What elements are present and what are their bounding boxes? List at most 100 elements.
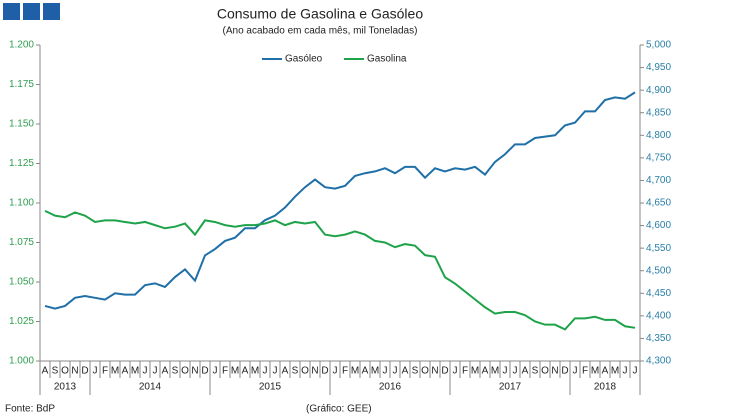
y-tick-label: 1.175 (9, 79, 34, 90)
y2-tick-label: 4,300 (646, 356, 671, 367)
y2-tick-label: 4,950 (646, 62, 671, 73)
x-group-label: 2017 (499, 382, 522, 393)
x-tick-label: F (102, 366, 108, 377)
y-tick-label: 1.200 (9, 40, 34, 51)
x-group-label: 2018 (594, 382, 617, 393)
x-tick-label: A (242, 366, 249, 377)
logo-square (43, 3, 60, 20)
x-tick-label: N (311, 366, 318, 377)
x-tick-label: M (351, 366, 359, 377)
x-group-label: 2013 (54, 382, 77, 393)
x-tick-label: M (611, 366, 619, 377)
x-tick-label: J (273, 366, 278, 377)
x-tick-label: D (321, 366, 328, 377)
y2-tick-label: 4,400 (646, 310, 671, 321)
y2-tick-label: 4,900 (646, 85, 671, 96)
x-tick-label: S (172, 366, 179, 377)
x-tick-label: O (541, 366, 549, 377)
y2-tick-label: 4,750 (646, 152, 671, 163)
credit: (Gráfico: GEE) (306, 404, 372, 415)
x-tick-label: A (522, 366, 529, 377)
x-tick-label: O (301, 366, 309, 377)
x-tick-label: O (61, 366, 69, 377)
x-tick-label: O (181, 366, 189, 377)
y2-tick-label: 5,000 (646, 40, 671, 51)
x-tick-label: M (471, 366, 479, 377)
x-tick-label: A (162, 366, 169, 377)
x-tick-label: J (503, 366, 508, 377)
x-tick-label: M (591, 366, 599, 377)
x-tick-label: M (111, 366, 119, 377)
x-tick-label: A (282, 366, 289, 377)
logo-square (3, 3, 20, 20)
x-tick-label: J (383, 366, 388, 377)
y-tick-label: 1.050 (9, 277, 34, 288)
y2-tick-label: 4,700 (646, 175, 671, 186)
x-tick-label: A (602, 366, 609, 377)
x-tick-label: J (393, 366, 398, 377)
x-group-label: 2015 (259, 382, 282, 393)
x-tick-label: S (412, 366, 419, 377)
x-tick-label: J (213, 366, 218, 377)
x-tick-label: M (371, 366, 379, 377)
x-tick-label: D (81, 366, 88, 377)
series-line (44, 209, 636, 331)
x-tick-label: S (532, 366, 539, 377)
y-tick-label: 1.075 (9, 237, 34, 248)
x-tick-label: O (421, 366, 429, 377)
x-tick-label: M (131, 366, 139, 377)
x-tick-label: A (362, 366, 369, 377)
x-tick-label: F (222, 366, 228, 377)
y2-tick-label: 4,850 (646, 107, 671, 118)
source: Fonte: BdP (5, 404, 55, 415)
x-tick-label: F (462, 366, 468, 377)
x-tick-label: J (453, 366, 458, 377)
x-group-label: 2016 (379, 382, 402, 393)
x-tick-label: F (582, 366, 588, 377)
logo-square (23, 3, 40, 20)
y-tick-label: 1.100 (9, 198, 34, 209)
x-tick-label: J (333, 366, 338, 377)
y2-tick-label: 4,500 (646, 265, 671, 276)
x-tick-label: M (251, 366, 259, 377)
y2-tick-label: 4,450 (646, 288, 671, 299)
y2-tick-label: 4,600 (646, 220, 671, 231)
x-tick-label: J (623, 366, 628, 377)
x-tick-label: D (561, 366, 568, 377)
y-tick-label: 1.150 (9, 119, 34, 130)
y2-tick-label: 4,800 (646, 130, 671, 141)
x-tick-label: M (231, 366, 239, 377)
x-tick-label: S (52, 366, 59, 377)
chart-subtitle: (Ano acabado em cada mês, mil Toneladas) (223, 26, 418, 37)
x-tick-label: D (441, 366, 448, 377)
legend-label: Gasóleo (285, 54, 323, 65)
x-tick-label: N (191, 366, 198, 377)
x-tick-label: A (402, 366, 409, 377)
x-tick-label: A (122, 366, 129, 377)
x-tick-label: J (633, 366, 638, 377)
legend-label: Gasolina (367, 54, 407, 65)
x-tick-label: J (153, 366, 158, 377)
x-tick-label: J (93, 366, 98, 377)
y-tick-label: 1.125 (9, 158, 34, 169)
x-tick-label: D (201, 366, 208, 377)
y2-tick-label: 4,350 (646, 333, 671, 344)
y-tick-label: 1.000 (9, 356, 34, 367)
x-group-label: 2014 (139, 382, 162, 393)
x-tick-label: J (263, 366, 268, 377)
x-tick-label: A (482, 366, 489, 377)
y-tick-label: 1.025 (9, 316, 34, 327)
y2-tick-label: 4,650 (646, 198, 671, 209)
x-tick-label: N (71, 366, 78, 377)
x-tick-label: F (342, 366, 348, 377)
x-tick-label: M (491, 366, 499, 377)
x-tick-label: N (551, 366, 558, 377)
x-tick-label: S (292, 366, 299, 377)
x-tick-label: A (42, 366, 49, 377)
x-tick-label: J (573, 366, 578, 377)
y2-tick-label: 4,550 (646, 243, 671, 254)
x-tick-label: N (431, 366, 438, 377)
x-tick-label: J (143, 366, 148, 377)
series-line (44, 91, 636, 310)
